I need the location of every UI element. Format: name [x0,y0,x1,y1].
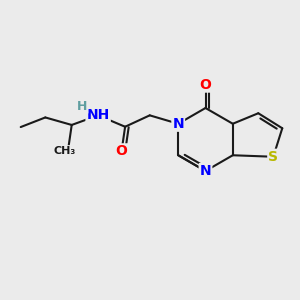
Text: O: O [200,78,211,92]
Text: N: N [172,117,184,131]
Text: NH: NH [86,108,110,122]
Text: S: S [268,150,278,164]
Text: O: O [116,144,128,158]
Text: H: H [77,100,87,113]
Text: N: N [200,164,211,178]
Text: CH₃: CH₃ [54,146,76,156]
